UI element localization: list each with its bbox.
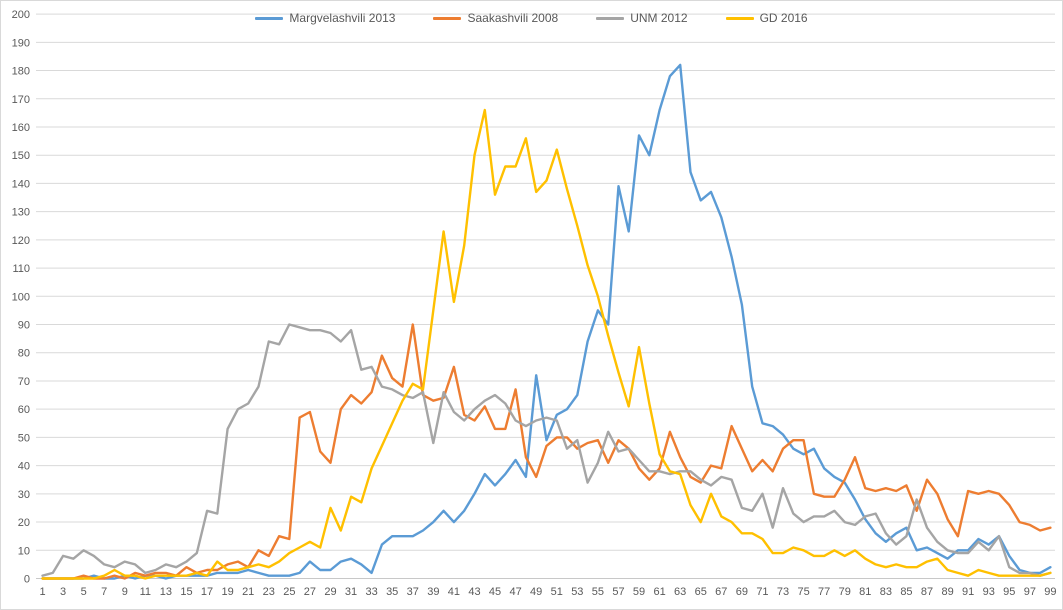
x-tick-label: 47 bbox=[509, 586, 521, 598]
y-tick-label: 180 bbox=[12, 66, 30, 78]
x-tick-label: 25 bbox=[283, 586, 295, 598]
series-line-unm-2012 bbox=[41, 323, 1052, 577]
y-tick-label: 150 bbox=[12, 150, 30, 162]
x-tick-label: 89 bbox=[941, 586, 953, 598]
y-tick-label: 10 bbox=[18, 545, 30, 557]
y-tick-label: 70 bbox=[18, 376, 30, 388]
x-tick-label: 7 bbox=[101, 586, 107, 598]
x-tick-label: 37 bbox=[407, 586, 419, 598]
x-tick-label: 83 bbox=[880, 586, 892, 598]
x-tick-label: 99 bbox=[1044, 586, 1056, 598]
x-tick-label: 65 bbox=[695, 586, 707, 598]
x-tick-label: 43 bbox=[468, 586, 480, 598]
y-tick-label: 80 bbox=[18, 348, 30, 360]
x-tick-label: 1 bbox=[39, 586, 45, 598]
x-tick-label: 11 bbox=[140, 586, 151, 598]
legend-line-swatch bbox=[433, 16, 462, 20]
x-tick-label: 97 bbox=[1024, 586, 1036, 598]
x-tick-label: 41 bbox=[448, 586, 460, 598]
x-tick-label: 5 bbox=[81, 586, 87, 598]
y-tick-label: 60 bbox=[18, 404, 30, 416]
x-tick-label: 23 bbox=[263, 586, 275, 598]
x-tick-label: 71 bbox=[756, 586, 768, 598]
x-tick-label: 87 bbox=[921, 586, 933, 598]
x-tick-label: 19 bbox=[222, 586, 234, 598]
y-tick-label: 190 bbox=[12, 37, 30, 49]
x-tick-label: 49 bbox=[530, 586, 542, 598]
x-tick-label: 63 bbox=[674, 586, 686, 598]
gridlines bbox=[36, 13, 1055, 579]
y-tick-label: 200 bbox=[12, 9, 30, 21]
x-tick-label: 13 bbox=[160, 586, 172, 598]
x-tick-label: 85 bbox=[900, 586, 912, 598]
x-tick-label: 79 bbox=[839, 586, 851, 598]
legend-line-swatch bbox=[596, 16, 625, 20]
x-tick-label: 27 bbox=[304, 586, 316, 598]
series-lines bbox=[41, 63, 1052, 580]
y-axis-labels: 0 10 20 30 40 50 60 70 80 90 100 110 120 130 140 150 160… bbox=[12, 9, 30, 585]
y-tick-label: 140 bbox=[12, 178, 30, 190]
legend-item-saakashvili-2008: Saakashvili 2008 bbox=[433, 11, 558, 25]
legend: Margvelashvili 2013 Saakashvili 2008 UNM 2… bbox=[1, 11, 1062, 25]
y-tick-label: 90 bbox=[18, 320, 30, 332]
legend-label: Saakashvili 2008 bbox=[467, 11, 559, 25]
y-tick-label: 170 bbox=[12, 94, 30, 106]
x-axis-labels: 1 3 5 7 9 11 13 15 17 19 21 23 25 27 29 31 33 35 37 39 41 43 4… bbox=[39, 586, 1056, 598]
legend-item-gd-2016: GD 2016 bbox=[725, 11, 808, 25]
x-tick-label: 55 bbox=[592, 586, 604, 598]
y-tick-label: 160 bbox=[12, 122, 30, 134]
x-tick-label: 91 bbox=[962, 586, 974, 598]
x-tick-label: 17 bbox=[201, 586, 213, 598]
x-tick-label: 15 bbox=[180, 586, 192, 598]
y-tick-label: 120 bbox=[12, 235, 30, 247]
x-tick-label: 57 bbox=[612, 586, 624, 598]
y-tick-label: 110 bbox=[12, 263, 30, 275]
legend-label: Margvelashvili 2013 bbox=[289, 11, 396, 25]
series-line-saakashvili-2008 bbox=[41, 323, 1052, 580]
x-tick-label: 9 bbox=[122, 586, 128, 598]
x-tick-label: 67 bbox=[715, 586, 727, 598]
series-line-gd-2016 bbox=[41, 108, 1052, 580]
legend-line-swatch bbox=[255, 16, 284, 20]
x-tick-label: 69 bbox=[736, 586, 748, 598]
y-tick-label: 100 bbox=[12, 291, 30, 303]
x-tick-label: 75 bbox=[797, 586, 809, 598]
x-tick-label: 73 bbox=[777, 586, 789, 598]
x-tick-label: 33 bbox=[365, 586, 377, 598]
x-tick-label: 93 bbox=[983, 586, 995, 598]
y-tick-label: 20 bbox=[18, 517, 30, 529]
legend-line-swatch bbox=[725, 16, 754, 20]
x-tick-label: 45 bbox=[489, 586, 501, 598]
x-tick-label: 81 bbox=[859, 586, 871, 598]
series-line-margvelashvili-2013 bbox=[41, 63, 1052, 580]
y-tick-label: 30 bbox=[18, 489, 30, 501]
y-tick-label: 0 bbox=[24, 574, 30, 586]
x-tick-label: 39 bbox=[427, 586, 439, 598]
x-tick-label: 61 bbox=[653, 586, 665, 598]
x-tick-label: 51 bbox=[551, 586, 563, 598]
legend-label: GD 2016 bbox=[759, 11, 808, 25]
x-tick-label: 77 bbox=[818, 586, 830, 598]
x-tick-label: 95 bbox=[1003, 586, 1015, 598]
x-tick-label: 35 bbox=[386, 586, 398, 598]
y-tick-label: 50 bbox=[18, 432, 30, 444]
x-tick-label: 29 bbox=[324, 586, 336, 598]
x-tick-label: 31 bbox=[345, 586, 357, 598]
y-tick-label: 130 bbox=[12, 207, 30, 219]
x-tick-label: 59 bbox=[633, 586, 645, 598]
x-tick-label: 3 bbox=[60, 586, 66, 598]
legend-label: UNM 2012 bbox=[630, 11, 688, 25]
legend-item-unm-2012: UNM 2012 bbox=[596, 11, 688, 25]
x-tick-label: 21 bbox=[242, 586, 254, 598]
x-tick-label: 53 bbox=[571, 586, 583, 598]
y-tick-label: 40 bbox=[18, 461, 30, 473]
legend-item-margvelashvili-2013: Margvelashvili 2013 bbox=[255, 11, 395, 25]
